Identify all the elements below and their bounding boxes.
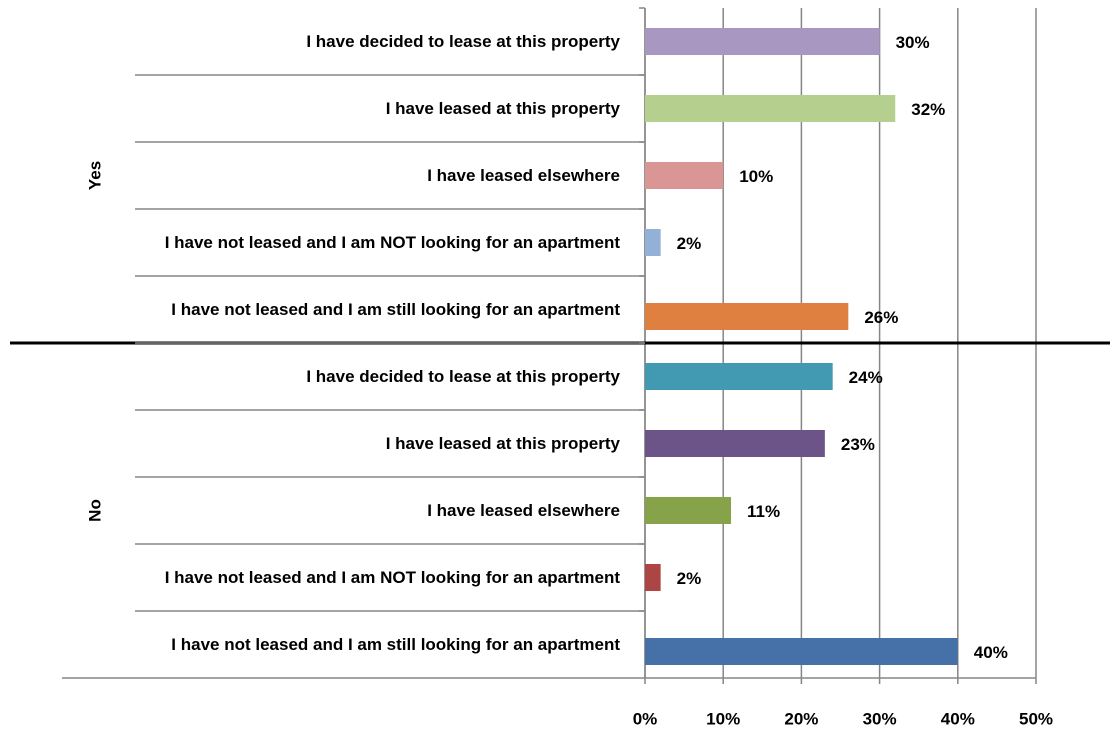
x-tick-label: 0% — [633, 709, 658, 728]
group-label: Yes — [85, 161, 104, 190]
category-text: I have not leased and I am NOT looking f… — [164, 233, 620, 252]
category-label: I have not leased and I am still looking… — [130, 276, 620, 343]
value-label: 30% — [896, 33, 930, 52]
x-tick-label: 40% — [941, 709, 975, 728]
category-label: I have decided to lease at this property — [130, 343, 620, 410]
value-label: 2% — [677, 569, 702, 588]
value-label: 40% — [974, 643, 1008, 662]
category-text: I have leased at this property — [385, 434, 620, 453]
bar — [645, 28, 880, 55]
category-label: I have not leased and I am NOT looking f… — [130, 209, 620, 276]
x-tick-label: 10% — [706, 709, 740, 728]
value-label: 23% — [841, 435, 875, 454]
bar — [645, 497, 732, 524]
category-text: I have decided to lease at this property — [306, 32, 620, 51]
category-text: I have leased elsewhere — [427, 501, 620, 520]
value-label: 32% — [911, 100, 945, 119]
category-label: I have not leased and I am NOT looking f… — [130, 544, 620, 611]
category-label: I have leased elsewhere — [130, 142, 620, 209]
category-label: I have decided to lease at this property — [130, 8, 620, 75]
category-text: I have not leased and I am NOT looking f… — [164, 568, 620, 587]
value-label: 11% — [747, 502, 780, 521]
bar — [645, 564, 661, 591]
bar — [645, 430, 825, 457]
category-text: I have leased at this property — [385, 99, 620, 118]
category-label: I have leased elsewhere — [130, 477, 620, 544]
x-tick-label: 50% — [1019, 709, 1053, 728]
value-label: 26% — [864, 308, 898, 327]
value-label: 10% — [739, 167, 773, 186]
bar — [645, 162, 724, 189]
bar — [645, 95, 896, 122]
category-label: I have leased at this property — [130, 410, 620, 477]
value-label: 2% — [677, 234, 702, 253]
category-text: I have leased elsewhere — [427, 166, 620, 185]
bar — [645, 229, 661, 256]
category-text: I have decided to lease at this property — [306, 367, 620, 386]
bar — [645, 363, 833, 390]
category-label: I have leased at this property — [130, 75, 620, 142]
bar — [645, 638, 958, 665]
value-label: 24% — [849, 368, 883, 387]
x-tick-label: 20% — [784, 709, 818, 728]
group-label: No — [85, 499, 104, 522]
category-text: I have not leased and I am still looking… — [171, 635, 620, 654]
category-text: I have not leased and I am still looking… — [171, 300, 620, 319]
bar — [645, 303, 849, 330]
category-label: I have not leased and I am still looking… — [130, 611, 620, 678]
x-tick-label: 30% — [863, 709, 897, 728]
